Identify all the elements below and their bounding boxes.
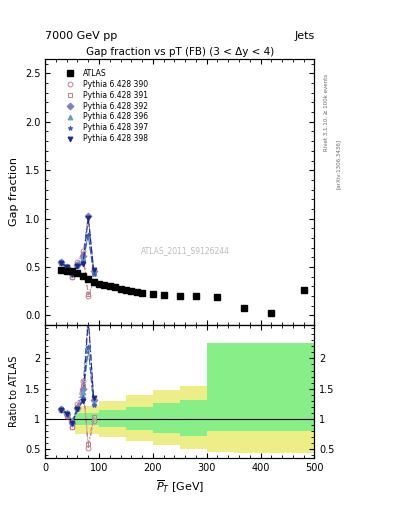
ATLAS — [194, 293, 198, 299]
Pythia 6.428 397 — [64, 264, 69, 270]
Pythia 6.428 398 — [75, 263, 80, 269]
Text: Rivet 3.1.10, ≥ 100k events: Rivet 3.1.10, ≥ 100k events — [324, 74, 329, 151]
Pythia 6.428 392 — [70, 271, 75, 277]
Pythia 6.428 392 — [81, 253, 85, 260]
Pythia 6.428 397 — [70, 271, 75, 277]
Pythia 6.428 398 — [59, 260, 64, 266]
Pythia 6.428 391 — [59, 260, 64, 266]
Text: Jets: Jets — [294, 31, 314, 41]
Line: ATLAS: ATLAS — [59, 267, 307, 315]
ATLAS — [151, 291, 155, 297]
Pythia 6.428 396 — [59, 259, 64, 265]
ATLAS — [113, 284, 118, 290]
ATLAS — [215, 294, 220, 300]
Text: 7000 GeV pp: 7000 GeV pp — [45, 31, 118, 41]
Pythia 6.428 396 — [70, 269, 75, 275]
Pythia 6.428 397 — [75, 263, 80, 269]
X-axis label: $\overline{P}_T$ [GeV]: $\overline{P}_T$ [GeV] — [156, 479, 204, 495]
ATLAS — [75, 270, 80, 276]
Pythia 6.428 392 — [64, 264, 69, 270]
Text: ATLAS_2011_S9126244: ATLAS_2011_S9126244 — [141, 246, 230, 255]
ATLAS — [178, 293, 182, 299]
Pythia 6.428 397 — [91, 271, 96, 277]
Pythia 6.428 390 — [91, 280, 96, 286]
ATLAS — [107, 283, 112, 289]
Pythia 6.428 392 — [75, 262, 80, 268]
Pythia 6.428 391 — [86, 291, 91, 297]
Line: Pythia 6.428 398: Pythia 6.428 398 — [59, 215, 96, 276]
ATLAS — [118, 286, 123, 292]
ATLAS — [81, 273, 85, 279]
Pythia 6.428 391 — [91, 278, 96, 284]
ATLAS — [102, 282, 107, 288]
Pythia 6.428 391 — [70, 273, 75, 280]
Pythia 6.428 392 — [91, 268, 96, 274]
Pythia 6.428 390 — [70, 273, 75, 280]
Pythia 6.428 391 — [81, 251, 85, 258]
ATLAS — [140, 290, 145, 296]
ATLAS — [161, 292, 166, 298]
Line: Pythia 6.428 392: Pythia 6.428 392 — [59, 214, 96, 276]
ATLAS — [70, 268, 75, 274]
ATLAS — [269, 309, 274, 315]
Pythia 6.428 392 — [59, 259, 64, 265]
Pythia 6.428 398 — [81, 261, 85, 267]
Pythia 6.428 396 — [86, 232, 91, 238]
Legend: ATLAS, Pythia 6.428 390, Pythia 6.428 391, Pythia 6.428 392, Pythia 6.428 396, P: ATLAS, Pythia 6.428 390, Pythia 6.428 39… — [60, 68, 149, 144]
Pythia 6.428 397 — [59, 260, 64, 266]
Pythia 6.428 391 — [75, 261, 80, 267]
Text: [arXiv:1306.3436]: [arXiv:1306.3436] — [336, 139, 341, 189]
ATLAS — [124, 287, 129, 293]
Line: Pythia 6.428 390: Pythia 6.428 390 — [59, 248, 96, 298]
ATLAS — [134, 289, 139, 295]
Pythia 6.428 390 — [86, 293, 91, 299]
ATLAS — [242, 305, 247, 311]
Pythia 6.428 391 — [64, 266, 69, 272]
Line: Pythia 6.428 396: Pythia 6.428 396 — [59, 232, 96, 275]
ATLAS — [86, 275, 91, 282]
Pythia 6.428 390 — [81, 247, 85, 253]
Pythia 6.428 397 — [86, 232, 91, 238]
Pythia 6.428 398 — [64, 264, 69, 270]
ATLAS — [97, 282, 101, 288]
Pythia 6.428 396 — [81, 255, 85, 262]
ATLAS — [59, 267, 64, 273]
Pythia 6.428 398 — [91, 267, 96, 273]
ATLAS — [64, 268, 69, 274]
Y-axis label: Gap fraction: Gap fraction — [9, 158, 19, 226]
Title: Gap fraction vs pT (FB) (3 < Δy < 4): Gap fraction vs pT (FB) (3 < Δy < 4) — [86, 47, 274, 57]
Pythia 6.428 390 — [75, 259, 80, 265]
Line: Pythia 6.428 391: Pythia 6.428 391 — [59, 252, 96, 296]
ATLAS — [91, 279, 96, 285]
Pythia 6.428 392 — [86, 212, 91, 219]
Pythia 6.428 397 — [81, 259, 85, 265]
ATLAS — [301, 287, 306, 293]
Pythia 6.428 396 — [91, 270, 96, 276]
Pythia 6.428 396 — [64, 263, 69, 269]
Y-axis label: Ratio to ATLAS: Ratio to ATLAS — [9, 356, 19, 428]
Pythia 6.428 398 — [86, 215, 91, 221]
Pythia 6.428 390 — [59, 260, 64, 266]
Line: Pythia 6.428 397: Pythia 6.428 397 — [59, 232, 96, 276]
ATLAS — [129, 288, 134, 294]
Pythia 6.428 390 — [64, 266, 69, 272]
Pythia 6.428 398 — [70, 271, 75, 277]
Pythia 6.428 396 — [75, 262, 80, 268]
